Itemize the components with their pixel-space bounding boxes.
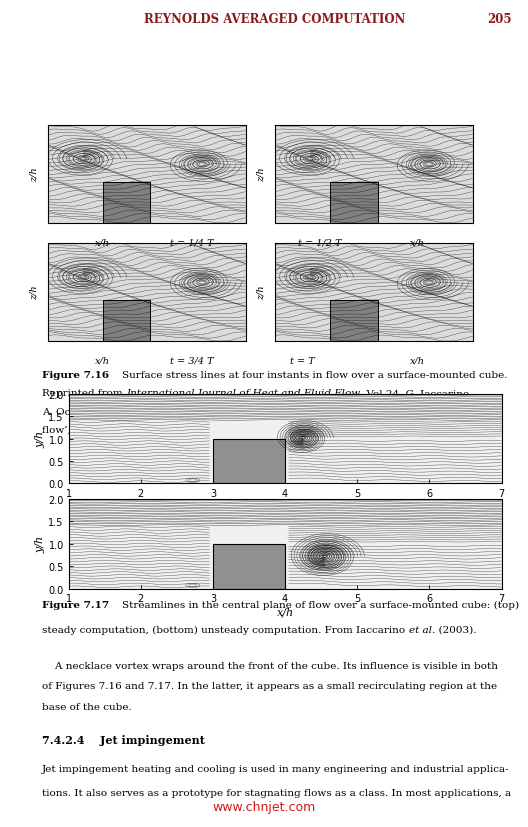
Text: Jet impingement heating and cooling is used in many engineering and industrial a: Jet impingement heating and cooling is u… [42, 764, 510, 773]
Text: Streamlines in the central plane of flow over a surface-mounted cube: (top): Streamlines in the central plane of flow… [109, 600, 520, 609]
Text: A. Ooi, P. A. Durbin, M. Behnia, ‘Reynolds averaged simulation of unsteady separ: A. Ooi, P. A. Durbin, M. Behnia, ‘Reynol… [42, 408, 491, 417]
Text: z/h: z/h [30, 285, 39, 300]
Bar [213, 544, 285, 589]
Bar [330, 300, 378, 342]
Bar [103, 300, 150, 342]
Text: tions. It also serves as a prototype for stagnating flows as a class. In most ap: tions. It also serves as a prototype for… [42, 789, 511, 797]
Text: flow’, 147–156. Copyright 2003, with permission from Elsevier.: flow’, 147–156. Copyright 2003, with per… [42, 426, 375, 435]
Y-axis label: y/h: y/h [35, 431, 45, 447]
Text: 7.4.2.4    Jet impingement: 7.4.2.4 Jet impingement [42, 734, 205, 745]
Text: z/h: z/h [257, 285, 266, 300]
Text: . (2003).: . (2003). [431, 625, 476, 634]
Y-axis label: y/h: y/h [35, 536, 45, 552]
Text: base of the cube.: base of the cube. [42, 702, 132, 711]
Text: x/h: x/h [410, 238, 425, 247]
Bar [213, 439, 285, 484]
Text: Surface stress lines at four instants in flow over a surface-mounted cube.: Surface stress lines at four instants in… [109, 370, 508, 380]
X-axis label: x/h: x/h [277, 501, 294, 511]
Text: et al: et al [409, 625, 431, 634]
Text: A necklace vortex wraps around the front of the cube. Its influence is visible i: A necklace vortex wraps around the front… [42, 662, 498, 670]
Text: x/h: x/h [96, 356, 110, 366]
Text: , Vol 24, G. Iaccarino,: , Vol 24, G. Iaccarino, [360, 389, 473, 398]
Text: x/h: x/h [96, 238, 110, 247]
Text: www.chnjet.com: www.chnjet.com [212, 800, 316, 813]
Text: Reprinted from: Reprinted from [42, 389, 126, 398]
Text: t = 1/2 T: t = 1/2 T [298, 238, 342, 247]
Text: t = 1/4 T: t = 1/4 T [170, 238, 214, 247]
Bar [103, 182, 150, 223]
Bar [330, 182, 378, 223]
Text: z/h: z/h [30, 167, 39, 182]
Text: Figure 7.17: Figure 7.17 [42, 600, 109, 609]
Text: z/h: z/h [257, 167, 266, 182]
Text: x/h: x/h [410, 356, 425, 366]
X-axis label: x/h: x/h [277, 606, 294, 616]
Text: steady computation, (bottom) unsteady computation. From Iaccarino: steady computation, (bottom) unsteady co… [42, 625, 409, 634]
Text: of Figures 7.16 and 7.17. In the latter, it appears as a small recirculating reg: of Figures 7.16 and 7.17. In the latter,… [42, 681, 497, 691]
Text: t = T: t = T [290, 356, 315, 366]
Text: Figure 7.16: Figure 7.16 [42, 370, 109, 380]
Text: 205: 205 [488, 13, 512, 26]
Text: t = 3/4 T: t = 3/4 T [170, 356, 214, 366]
Text: International Journal of Heat and Fluid Flow: International Journal of Heat and Fluid … [126, 389, 360, 398]
Text: REYNOLDS AVERAGED COMPUTATION: REYNOLDS AVERAGED COMPUTATION [144, 13, 406, 26]
